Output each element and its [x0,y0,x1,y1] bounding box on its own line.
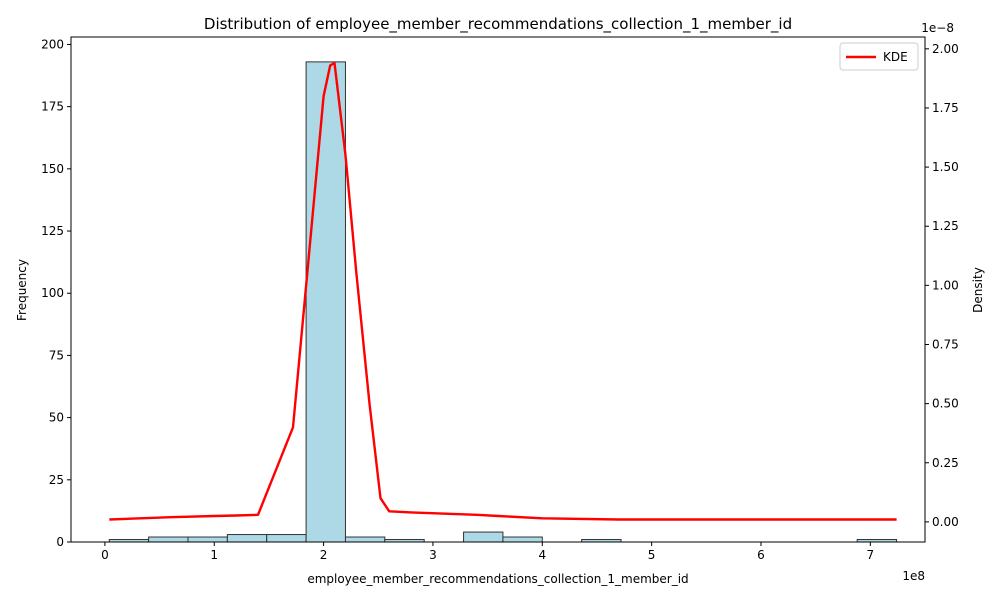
y2-tick-label: 1.50 [932,160,959,174]
y2-tick-label: 0.25 [932,456,959,470]
legend: KDE [839,42,919,71]
histogram-bar [148,536,189,543]
y2-tick-label: 1.00 [932,278,959,292]
x-tick-label: 6 [757,548,765,562]
histogram-bar [463,531,504,543]
y2-tick-label: 2.00 [932,42,959,56]
histogram-bar [266,534,307,543]
legend-box [839,42,919,71]
histogram-bar [305,61,346,543]
y-tick-label: 25 [49,473,64,487]
y-tick-label: 200 [41,37,64,51]
y-tick-label: 0 [56,535,64,549]
x-tick-label: 0 [101,548,109,562]
x-axis-ticks: 0 1 2 3 4 5 6 7 [101,542,874,562]
chart-title: Distribution of employee_member_recommen… [204,15,792,34]
y-axis-ticks: 0 25 50 75 100 125 150 175 200 [41,37,71,549]
y2-axis-ticks: 0.00 0.25 0.50 0.75 1.00 1.25 1.50 1.75 2.00 [925,42,959,529]
y-axis-label: Frequency [15,259,29,321]
y2-tick-label: 0.75 [932,337,959,351]
x-tick-label: 5 [648,548,656,562]
histogram-bar [226,534,268,543]
y-tick-label: 175 [41,100,64,114]
y2-axis-label: Density [971,267,985,313]
y2-tick-label: 0.00 [932,515,959,529]
histogram-bar [344,536,386,543]
x-tick-label: 4 [538,548,546,562]
x-tick-label: 3 [429,548,437,562]
y2-tick-label: 1.25 [932,219,959,233]
x-scale-label: 1e8 [902,569,925,583]
y2-tick-label: 1.75 [932,101,959,115]
y-tick-label: 150 [41,162,64,176]
y2-tick-label: 0.50 [932,397,959,411]
x-tick-label: 2 [320,548,328,562]
legend-kde-label: KDE [883,50,908,64]
y2-scale-label: 1e−8 [921,21,954,35]
histogram-bar [502,536,543,543]
x-axis-label: employee_member_recommendations_collecti… [307,572,688,586]
y-tick-label: 125 [41,224,64,238]
histogram-bar [187,536,228,543]
x-tick-label: 7 [867,548,875,562]
y-tick-label: 50 [49,411,64,425]
y-tick-label: 100 [41,286,64,300]
kde-layer [109,61,897,521]
plot-frame [70,36,926,543]
histogram-bars [108,61,898,543]
kde-line [109,61,897,521]
y-tick-label: 75 [49,348,64,362]
x-tick-label: 1 [210,548,218,562]
